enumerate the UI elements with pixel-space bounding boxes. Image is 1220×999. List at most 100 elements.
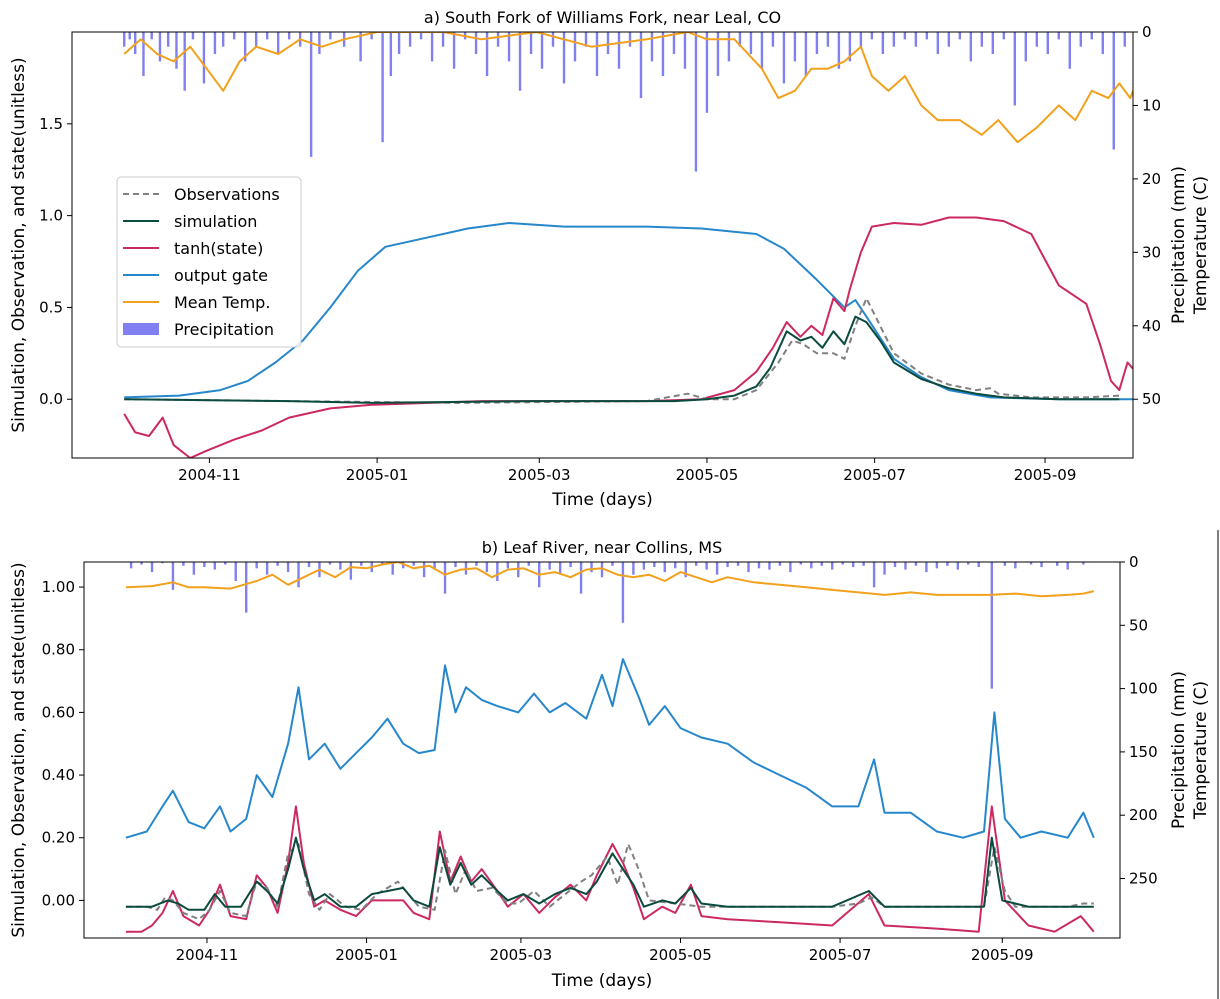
series-line-observations <box>124 297 1120 404</box>
y-right-axis-label-temperature: Temperature (C) <box>1191 176 1211 315</box>
precipitation-bar <box>158 32 162 62</box>
y-right-tick-label: 10 <box>1142 96 1161 114</box>
precipitation-bar <box>967 562 970 565</box>
precipitation-bar <box>617 32 621 69</box>
y-right-tick-label: 100 <box>1129 680 1158 698</box>
x-tick-label: 2005-07 <box>809 946 872 964</box>
precipitation-bar <box>935 562 939 569</box>
precipitation-bar <box>782 32 786 84</box>
y-tick-label: 0.5 <box>39 298 63 316</box>
x-tick-label: 2004-11 <box>176 946 239 964</box>
chart-title: a) South Fork of Williams Fork, near Lea… <box>424 8 781 27</box>
precipitation-bar <box>584 32 588 47</box>
x-tick-label: 2005-03 <box>508 466 571 484</box>
precipitation-bar <box>760 32 764 69</box>
y-right-axis-label-precipitation: Precipitation (mm) <box>1169 166 1189 324</box>
x-tick-label: 2004-11 <box>178 466 241 484</box>
precipitation-bar <box>831 562 834 570</box>
precipitation-bar <box>881 32 885 55</box>
precipitation-bar <box>642 562 646 570</box>
precipitation-bar <box>639 32 643 99</box>
series-line-output-gate <box>125 658 1095 839</box>
precipitation-bar <box>914 32 918 47</box>
precipitation-bar <box>381 562 384 565</box>
precipitation-bar <box>221 32 225 47</box>
precipitation-bar <box>412 562 415 566</box>
precipitation-bar <box>1029 562 1033 565</box>
precipitation-bar <box>1135 32 1137 39</box>
y-right-tick-label: 0 <box>1142 23 1152 41</box>
series-line-simulation <box>125 836 1094 911</box>
precipitation-bar <box>768 562 771 570</box>
precipitation-bar <box>903 32 907 40</box>
precipitation-bar <box>391 562 394 575</box>
x-tick-label: 2005-07 <box>843 466 906 484</box>
precipitation-bar <box>810 562 813 569</box>
precipitation-bar <box>433 562 436 570</box>
precipitation-bar <box>590 562 593 573</box>
precipitation-bar <box>628 32 632 47</box>
y-axis-label: Simulation, Observation, and state(unitl… <box>9 562 29 937</box>
precipitation-bar <box>191 32 195 40</box>
y-right-tick-label: 50 <box>1142 390 1161 408</box>
precipitation-bar <box>848 32 852 62</box>
precipitation-bar <box>859 32 863 47</box>
precipitation-bar <box>1003 562 1007 566</box>
plot-area <box>125 562 1095 933</box>
precipitation-bar <box>621 562 625 623</box>
precipitation-bar <box>925 32 929 40</box>
series-line-mean-temp <box>125 562 1095 598</box>
precipitation-bar <box>799 562 803 565</box>
precipitation-bar <box>202 32 206 84</box>
precipitation-bar <box>443 562 447 594</box>
precipitation-bar <box>318 32 321 55</box>
series-line-mean-temp <box>123 32 1133 144</box>
precipitation-bar <box>1046 32 1049 55</box>
precipitation-bar <box>757 562 761 569</box>
precipitation-bar <box>129 562 133 569</box>
legend-label: Mean Temp. <box>174 293 270 312</box>
precipitation-bar <box>339 562 342 570</box>
precipitation-bar <box>851 562 855 568</box>
precipitation-bar <box>518 32 522 91</box>
precipitation-bar <box>1079 32 1082 47</box>
precipitation-bar <box>265 32 269 40</box>
precipitation-bar <box>837 32 841 69</box>
chart-a: 2004-11 2005-01 2005-03 2005-05 2005-07 2005-… <box>9 8 1211 510</box>
x-axis-label: Time (days) <box>551 971 652 991</box>
precipitation-bar <box>956 562 959 570</box>
precipitation-bar <box>771 32 775 47</box>
precipitation-bar <box>551 32 555 47</box>
y-right-tick-label: 50 <box>1129 616 1148 634</box>
precipitation-bar <box>287 32 291 40</box>
precipitation-bar <box>606 32 610 55</box>
precipitation-bar <box>182 562 185 566</box>
y-right-tick-label: 250 <box>1129 869 1158 887</box>
precipitation-bar <box>309 32 313 157</box>
precipitation-bar <box>370 32 373 40</box>
precipitation-bar <box>265 562 269 575</box>
precipitation-bar <box>452 32 456 69</box>
precipitation-bar <box>893 562 897 568</box>
precipitation-bar <box>947 32 951 47</box>
precipitation-bar <box>1123 32 1126 47</box>
series-line-tanh-state <box>125 805 1095 933</box>
precipitation-bar <box>683 32 687 69</box>
precipitation-bar <box>595 32 599 77</box>
precipitation-bar <box>171 562 175 590</box>
precipitation-bar <box>183 32 186 91</box>
precipitation-bar <box>789 562 792 573</box>
precipitation-bar <box>925 562 928 573</box>
x-tick-label: 2005-01 <box>346 466 409 484</box>
x-tick-label: 2005-01 <box>335 946 398 964</box>
precipitation-bar <box>359 32 362 62</box>
precipitation-bar <box>969 32 973 62</box>
legend: Observations simulation tanh(state) output … <box>116 176 302 348</box>
precipitation-bar <box>600 562 604 578</box>
precipitation-bar <box>715 562 719 575</box>
precipitation-bar <box>672 32 676 55</box>
y-tick-label: 0.00 <box>42 891 75 909</box>
y-tick-label: 0.0 <box>39 390 63 408</box>
precipitation-bar <box>1066 562 1069 570</box>
precipitation-bar <box>558 562 562 575</box>
